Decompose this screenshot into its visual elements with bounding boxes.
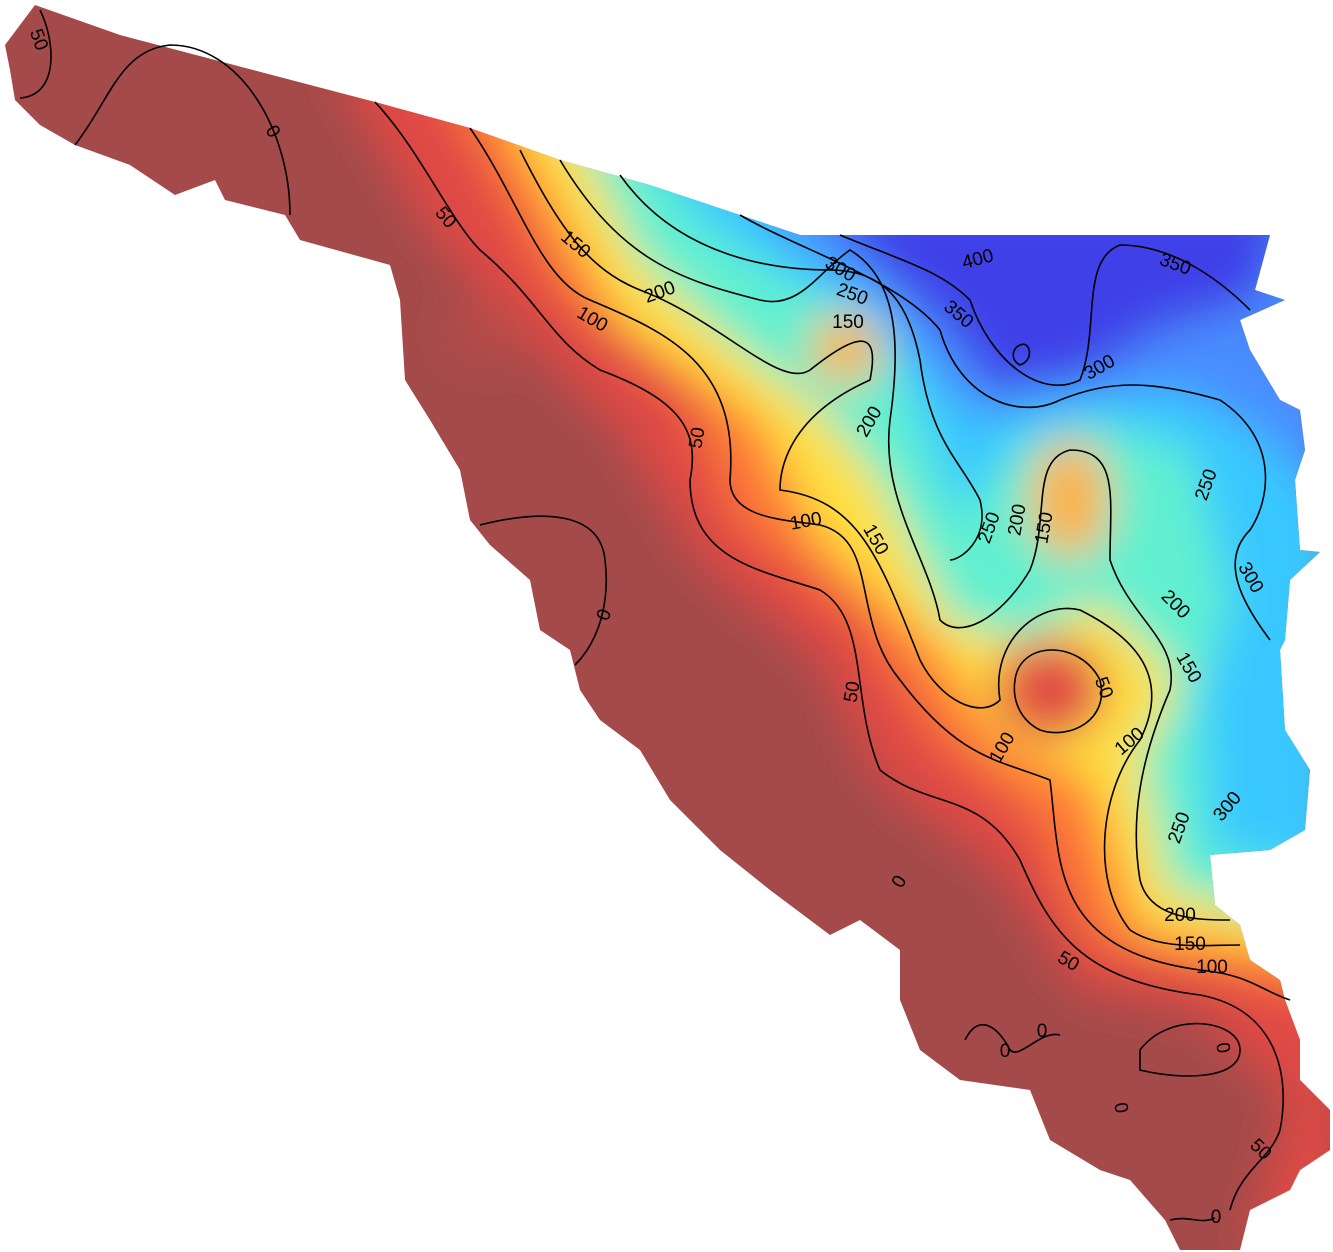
contour-label: 50 <box>840 680 864 704</box>
contour-lines <box>19 9 1291 1222</box>
contour-label: 0 <box>1000 1041 1011 1062</box>
contour-label: 0 <box>1211 1207 1222 1228</box>
contour-label: 0 <box>1211 1041 1234 1055</box>
contour-label: 100 <box>1196 957 1228 978</box>
contour-label: 0 <box>1037 1021 1048 1042</box>
contour-label: 200 <box>1164 905 1196 926</box>
contour-label: 150 <box>832 312 864 333</box>
contour-label: 0 <box>1109 1101 1132 1115</box>
contour-label: 50 <box>685 426 709 450</box>
contour-label: 150 <box>1174 934 1206 955</box>
